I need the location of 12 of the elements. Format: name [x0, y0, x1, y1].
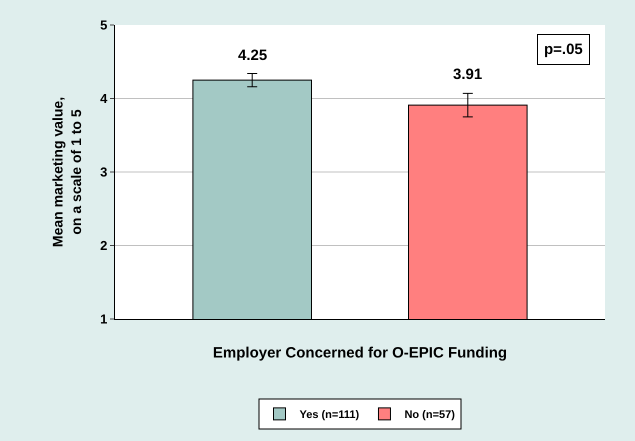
x-axis-title: Employer Concerned for O-EPIC Funding	[212, 344, 508, 362]
y-tick-label: 2	[100, 238, 108, 254]
y-tick-label: 4	[100, 91, 108, 106]
legend-label: Yes (n=111)	[300, 409, 360, 422]
data-label: 4.25	[238, 47, 268, 64]
y-axis-title: Mean marketing value, on a scale of 1 to 5	[50, 96, 84, 248]
y-tick-label: 3	[100, 164, 108, 180]
legend-label: No (n=57)	[404, 409, 456, 422]
data-label: 3.91	[453, 66, 482, 83]
y-tick-label: 5	[100, 18, 108, 33]
annotation: p=.05	[544, 41, 583, 58]
y-tick-label: 1	[100, 312, 108, 327]
